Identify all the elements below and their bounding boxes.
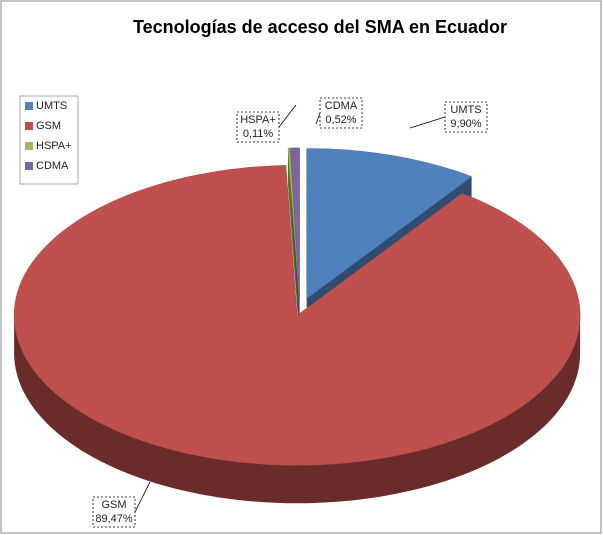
- label-value: 89,47%: [95, 513, 133, 525]
- leader-line: [278, 104, 297, 128]
- label-box: [92, 496, 136, 528]
- label-box: [236, 111, 280, 143]
- label-name: GSM: [101, 499, 126, 511]
- slice: [290, 147, 300, 298]
- label-box: [444, 101, 488, 133]
- label-value: 9,90%: [450, 118, 481, 130]
- leader-line: [315, 112, 321, 125]
- slice: [287, 147, 300, 298]
- label-value: 0,52%: [325, 114, 356, 126]
- leader-line: [134, 481, 151, 513]
- legend-label: CDMA: [36, 160, 69, 172]
- legend-swatch: [25, 122, 33, 130]
- label-value: 0,11%: [243, 128, 274, 140]
- chart-title: Tecnologías de acceso del SMA en Ecuador: [133, 17, 507, 37]
- label-name: CDMA: [325, 100, 358, 112]
- legend-label: GSM: [36, 120, 61, 132]
- legend-swatch: [25, 102, 33, 110]
- label-name: UMTS: [450, 104, 481, 116]
- slice: [13, 165, 581, 466]
- legend-swatch: [25, 142, 33, 150]
- slice: [306, 148, 473, 299]
- legend-label: HSPA+: [36, 140, 72, 152]
- leader-line: [409, 116, 446, 129]
- slice-side: [14, 315, 581, 504]
- label-name: HSPA+: [240, 114, 276, 126]
- legend-swatch: [25, 162, 33, 170]
- legend-label: UMTS: [36, 100, 67, 112]
- label-box: [319, 97, 363, 129]
